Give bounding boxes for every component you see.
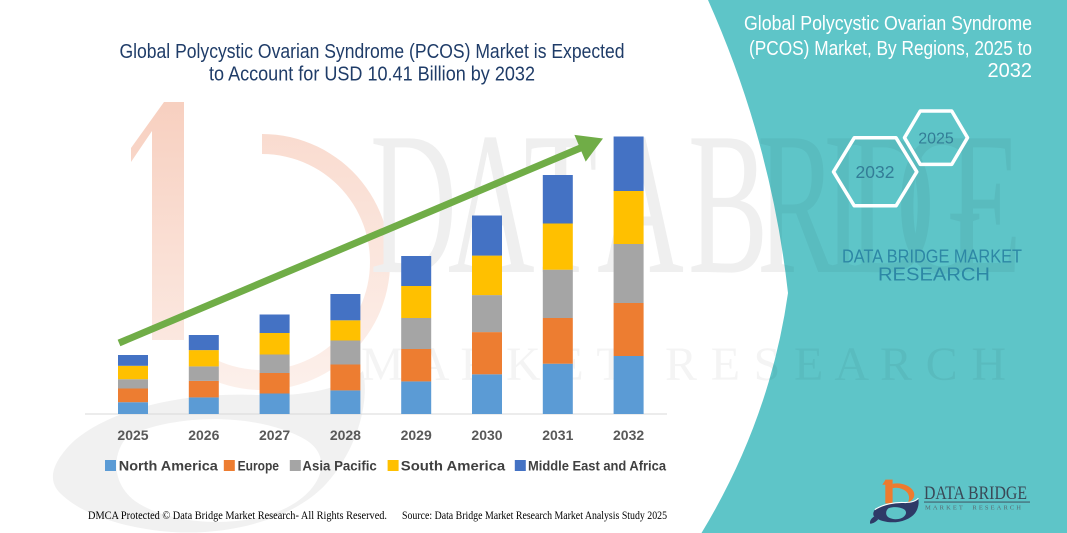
svg-text:to Account for USD 10.41 Billi: to Account for USD 10.41 Billion by 2032	[209, 63, 535, 86]
svg-text:Global Polycystic Ovarian Synd: Global Polycystic Ovarian Syndrome (PCOS…	[120, 40, 625, 63]
svg-text:2025: 2025	[117, 427, 148, 443]
svg-text:2026: 2026	[188, 427, 219, 443]
svg-text:RESEARCH: RESEARCH	[878, 265, 990, 285]
svg-text:DMCA Protected © Data Bridge M: DMCA Protected © Data Bridge Market Rese…	[88, 508, 387, 522]
svg-text:(PCOS) Market, By Regions, 202: (PCOS) Market, By Regions, 2025 to	[749, 38, 1032, 60]
svg-text:2032: 2032	[613, 427, 644, 443]
svg-text:Asia Pacific: Asia Pacific	[302, 459, 377, 474]
svg-text:MARKET RESEARCH: MARKET RESEARCH	[925, 504, 1021, 511]
svg-text:2025: 2025	[918, 131, 954, 148]
svg-text:North America: North America	[119, 459, 219, 474]
svg-text:2029: 2029	[401, 427, 432, 443]
svg-text:South America: South America	[401, 459, 506, 474]
svg-text:2028: 2028	[330, 427, 361, 443]
svg-text:Middle East and Africa: Middle East and Africa	[528, 459, 666, 474]
svg-text:2027: 2027	[259, 427, 290, 443]
svg-text:2032: 2032	[988, 60, 1033, 82]
svg-text:Global Polycystic Ovarian Synd: Global Polycystic Ovarian Syndrome	[744, 13, 1032, 35]
svg-text:2031: 2031	[542, 427, 573, 443]
svg-text:Source: Data Bridge Market Res: Source: Data Bridge Market Research Mark…	[402, 508, 667, 522]
svg-text:2030: 2030	[471, 427, 502, 443]
svg-text:DATA BRIDGE: DATA BRIDGE	[924, 483, 1027, 504]
svg-text:Europe: Europe	[238, 459, 280, 474]
svg-text:2032: 2032	[856, 162, 895, 182]
svg-text:DATA BRIDGE MARKET: DATA BRIDGE MARKET	[842, 247, 1022, 267]
